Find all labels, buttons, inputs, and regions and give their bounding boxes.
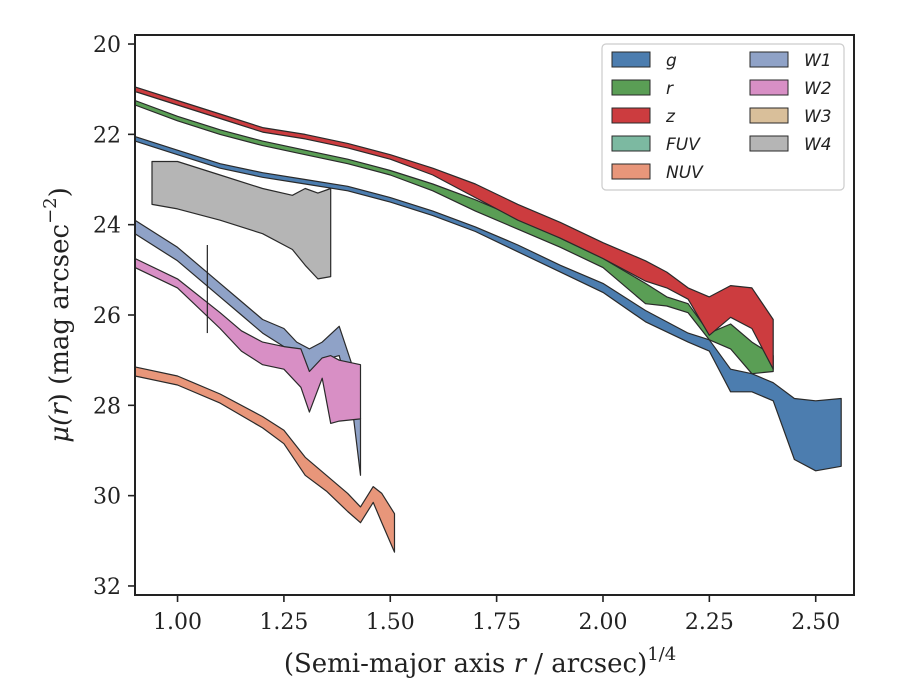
- legend-swatch-w3: [749, 107, 789, 124]
- legend-label-w3: W3: [804, 107, 832, 127]
- y-tick-label: 22: [93, 123, 121, 148]
- x-axis-title: (Semi-major axis r / arcsec)1/4: [284, 644, 676, 679]
- y-axis-title: μ(r) (mag arcsec−2): [40, 187, 75, 443]
- legend-swatch-g: [611, 51, 651, 68]
- band-w1: [134, 219, 362, 476]
- x-tick-label: 2.50: [791, 610, 840, 635]
- legend-swatch-w2: [749, 79, 789, 96]
- x-tick-label: 1.00: [153, 610, 202, 635]
- legend-swatch-w4: [749, 135, 789, 152]
- y-tick-label: 32: [93, 575, 121, 600]
- x-tick-label: 2.00: [578, 610, 627, 635]
- y-tick-label: 28: [93, 394, 121, 419]
- y-tick-label: 24: [93, 214, 121, 239]
- legend-label-z: z: [665, 107, 676, 127]
- band-w4: [151, 160, 332, 280]
- y-tick-label: 30: [93, 485, 121, 510]
- legend-label-r: r: [666, 79, 674, 99]
- legend-swatch-nuv: [611, 163, 651, 180]
- legend: grz FUV NUV W1 W2 W3 W4: [601, 43, 845, 191]
- legend-swatch-r: [611, 79, 651, 96]
- plot-area: [134, 86, 842, 553]
- band-nuv: [134, 366, 396, 553]
- band-g: [134, 136, 842, 472]
- legend-label-nuv: NUV: [666, 163, 704, 183]
- legend-label-g: g: [666, 51, 677, 71]
- band-w2: [134, 257, 362, 424]
- y-tick-label: 20: [93, 33, 121, 58]
- legend-swatch-fuv: [611, 135, 651, 152]
- legend-label-w4: W4: [804, 135, 832, 155]
- legend-swatch-z: [611, 107, 651, 124]
- y-tick-label: 26: [93, 304, 121, 329]
- x-tick-label: 1.75: [472, 610, 521, 635]
- legend-label-fuv: FUV: [666, 135, 701, 155]
- legend-label-w1: W1: [804, 51, 832, 71]
- band-r: [134, 99, 774, 375]
- legend-swatch-w1: [749, 51, 789, 68]
- x-axis: 1.00 1.25 1.50 1.75 2.00 2.25 2.50: [153, 595, 840, 635]
- y-axis: 20 22 24 26 28 30 32: [93, 33, 135, 600]
- x-tick-label: 1.50: [366, 610, 415, 635]
- x-tick-label: 1.25: [259, 610, 308, 635]
- x-tick-label: 2.25: [685, 610, 734, 635]
- band-z: [134, 86, 774, 370]
- legend-label-w2: W2: [804, 79, 832, 99]
